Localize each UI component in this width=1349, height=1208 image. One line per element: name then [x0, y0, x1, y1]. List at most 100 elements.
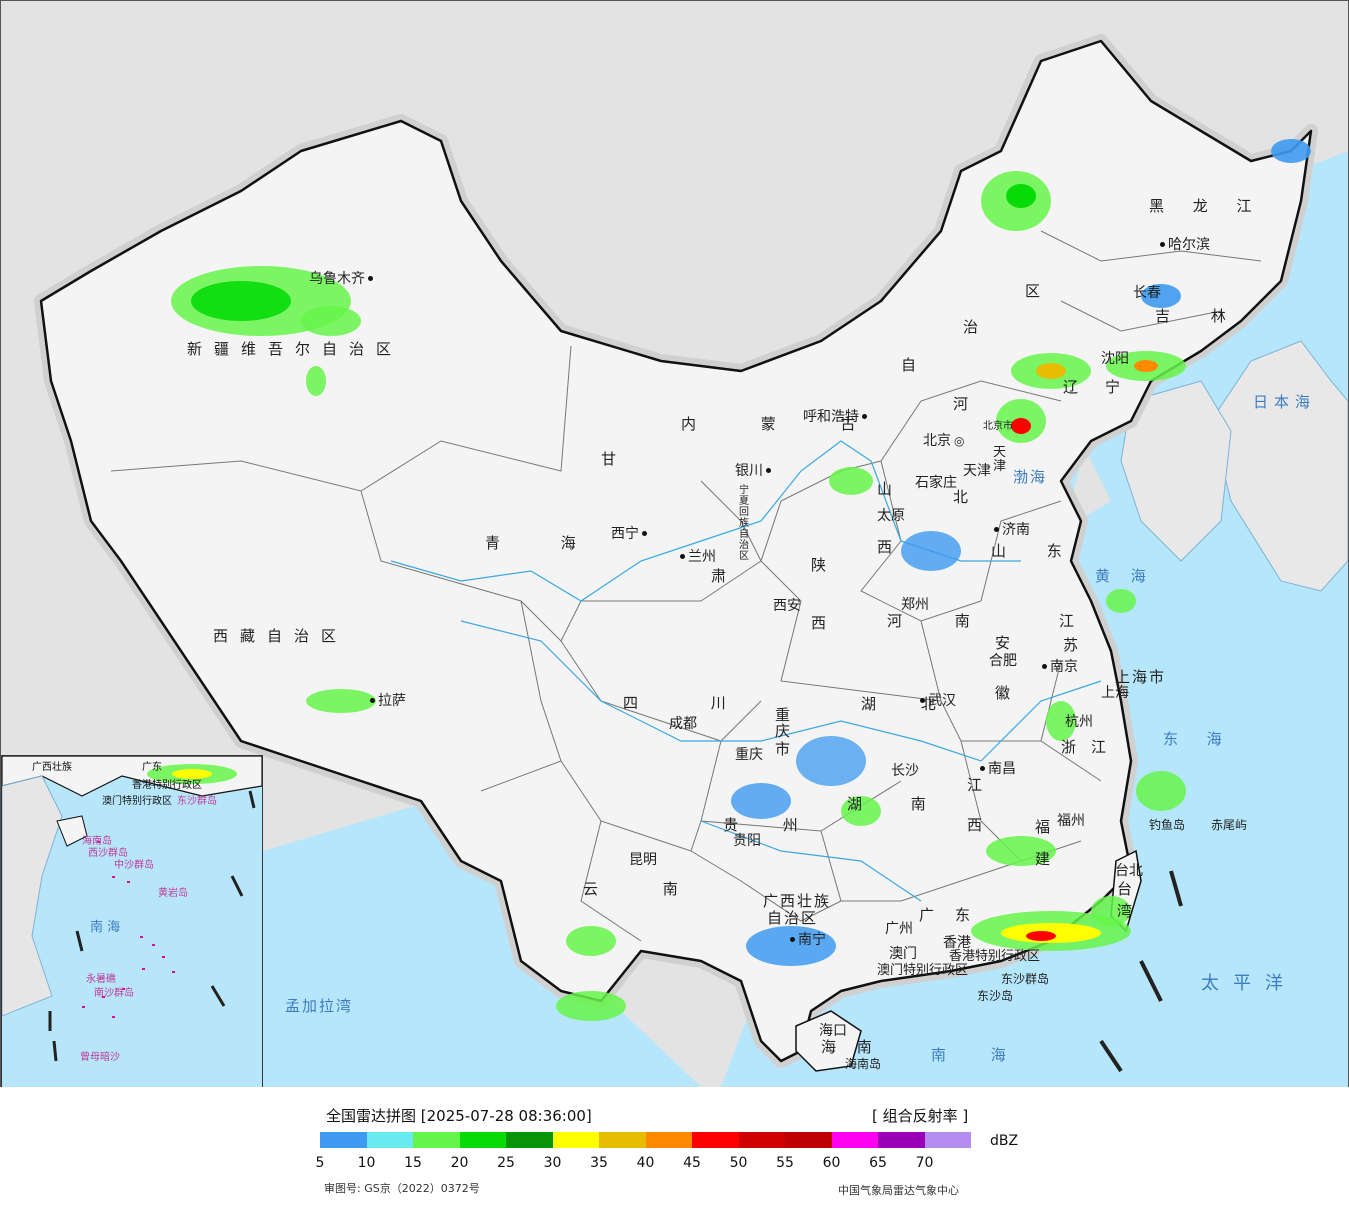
rivers [390, 440, 1102, 902]
boundary-dashes [1099, 870, 1183, 1073]
inset-label-hyd: 黄岩岛 [158, 888, 188, 899]
city-guiyang[interactable]: 贵阳 [733, 833, 761, 849]
city-dot-icon [994, 526, 999, 532]
city-kunming[interactable]: 昆明 [629, 852, 657, 868]
label-liaoning-2: 宁 [1105, 378, 1133, 396]
sea-bohai: 渤海 [1013, 468, 1048, 486]
island-dongsha-qundao: 东沙群岛 [1001, 972, 1050, 986]
label-jiangsu-2: 苏 [1063, 636, 1091, 654]
china-land [39, 39, 1313, 1063]
city-chongqing[interactable]: 重庆 [735, 747, 763, 763]
city-fuzhou[interactable]: 福州 [1057, 813, 1085, 829]
label-neimenggu-2: 自 [901, 356, 929, 374]
scale-tick-label: 60 [822, 1155, 841, 1171]
inset-label-dsqd: 东沙群岛 [177, 796, 217, 807]
city-dot-icon [642, 530, 647, 536]
scale-tick-label: 20 [450, 1155, 469, 1171]
label-guangxi-2: 自治区 [767, 909, 819, 927]
scale-tick-label: 40 [636, 1155, 655, 1171]
label-gansu: 甘 [601, 450, 629, 468]
city-haikou[interactable]: 海口 [819, 1023, 847, 1039]
scale-tick-label: 15 [404, 1155, 422, 1171]
city-wuhan[interactable]: 武汉 [917, 693, 956, 709]
city-dot-icon [1042, 663, 1047, 669]
city-yinchuan[interactable]: 银川 [735, 463, 774, 479]
city-guangzhou[interactable]: 广州 [885, 921, 913, 937]
city-hangzhou[interactable]: 杭州 [1065, 714, 1093, 730]
city-nanchang[interactable]: 南昌 [977, 761, 1016, 777]
city-xian[interactable]: 西安 [773, 598, 801, 614]
label-hunan: 湖 南 [847, 795, 948, 813]
city-hongkong[interactable]: 香港 [943, 935, 971, 951]
label-shanxi: 山 [877, 480, 905, 498]
city-dot-icon [370, 697, 375, 703]
city-shijiazhuang[interactable]: 石家庄 [915, 475, 957, 491]
inset-canvas [2, 756, 262, 1062]
city-nanjing[interactable]: 南京 [1039, 659, 1078, 675]
label-hubei: 湖 北 [861, 695, 956, 713]
city-dot-icon [862, 413, 867, 419]
label-shanxi-2: 西 [877, 538, 905, 556]
label-neimenggu: 内 蒙 古 [681, 415, 886, 433]
city-dot-icon [766, 467, 771, 473]
city-hohhot[interactable]: 呼和浩特 [803, 409, 870, 425]
label-anhui: 安 [995, 634, 1023, 652]
label-heilongjiang: 黑 龙 江 [1149, 197, 1264, 215]
city-changsha[interactable]: 长沙 [891, 763, 919, 779]
legend-panel: 全国雷达拼图 [2025-07-28 08:36:00] [ 组合反射率 ] 5… [0, 1087, 1349, 1208]
city-dot-icon [790, 936, 795, 942]
island-hainan-dao: 海南岛 [845, 1057, 882, 1071]
scale-tick-label: 70 [915, 1155, 934, 1171]
radar-map[interactable]: 新疆维吾尔自治区 西藏自治区 青 海 甘 肃 内 蒙 古 自 治 区 黑 龙 江… [0, 0, 1349, 1088]
color-swatch [459, 1132, 506, 1148]
city-nanning[interactable]: 南宁 [787, 932, 826, 948]
radar-echoes [171, 139, 1311, 1021]
city-dot-icon [368, 275, 373, 281]
city-beijing[interactable]: 北京 ◎ [923, 433, 965, 449]
scale-tick-label: 55 [776, 1155, 794, 1171]
city-taiyuan[interactable]: 太原 [877, 508, 905, 524]
label-chongqing-2: 庆 [775, 722, 803, 740]
city-lhasa[interactable]: 拉萨 [367, 693, 406, 709]
city-urumqi[interactable]: 乌鲁木齐 [309, 271, 376, 287]
label-xizang: 西藏自治区 [213, 627, 349, 645]
inset-label-nh: 南 海 [90, 920, 121, 935]
city-zhengzhou[interactable]: 郑州 [901, 597, 929, 613]
label-jiangxi-2: 西 [967, 816, 995, 834]
city-harbin[interactable]: 哈尔滨 [1157, 237, 1210, 253]
inset-label-hk: 香港特别行政区 [132, 780, 202, 791]
inset-label-gd: 广东 [142, 762, 162, 773]
color-swatch [552, 1132, 599, 1148]
legend-product: [ 组合反射率 ] [872, 1107, 969, 1125]
city-changchun[interactable]: 长春 [1133, 285, 1161, 301]
city-jinan[interactable]: 济南 [991, 522, 1030, 538]
city-xining[interactable]: 西宁 [611, 526, 650, 542]
city-tianjin[interactable]: 天津 [963, 463, 991, 479]
city-macau[interactable]: 澳门 [889, 946, 917, 962]
label-fujian-2: 建 [1035, 850, 1063, 868]
scale-tick-label: 5 [315, 1155, 325, 1171]
label-hongkong-sar: 香港特别行政区 [949, 949, 1041, 964]
label-guangxi: 广西壮族 [763, 892, 832, 910]
city-shenyang[interactable]: 沈阳 [1101, 351, 1129, 367]
label-zhejiang-2: 江 [1091, 738, 1119, 756]
label-tianjin: 天 [993, 445, 1019, 460]
label-guizhou: 贵 州 [723, 816, 818, 834]
city-dot-icon [680, 553, 685, 559]
korea-land [1120, 380, 1232, 562]
color-swatch [366, 1132, 413, 1148]
city-chengdu[interactable]: 成都 [669, 716, 697, 732]
label-jiangsu: 江 [1059, 612, 1087, 630]
city-lanzhou[interactable]: 兰州 [677, 549, 716, 565]
legend-title: 全国雷达拼图 [2025-07-28 08:36:00] [326, 1107, 592, 1125]
label-shaanxi-2: 西 [811, 614, 839, 632]
city-taipei[interactable]: 台北 [1115, 863, 1143, 879]
city-dot-icon [1160, 241, 1165, 247]
city-hefei[interactable]: 合肥 [989, 653, 1017, 669]
scale-tick-label: 45 [683, 1155, 701, 1171]
color-swatch [506, 1132, 553, 1148]
label-yunnan: 云 南 [583, 880, 708, 898]
island-dongsha-dao: 东沙岛 [977, 989, 1014, 1003]
city-shanghai[interactable]: 上海 [1101, 685, 1129, 701]
inset-label-gx: 广西壮族 [32, 762, 72, 773]
